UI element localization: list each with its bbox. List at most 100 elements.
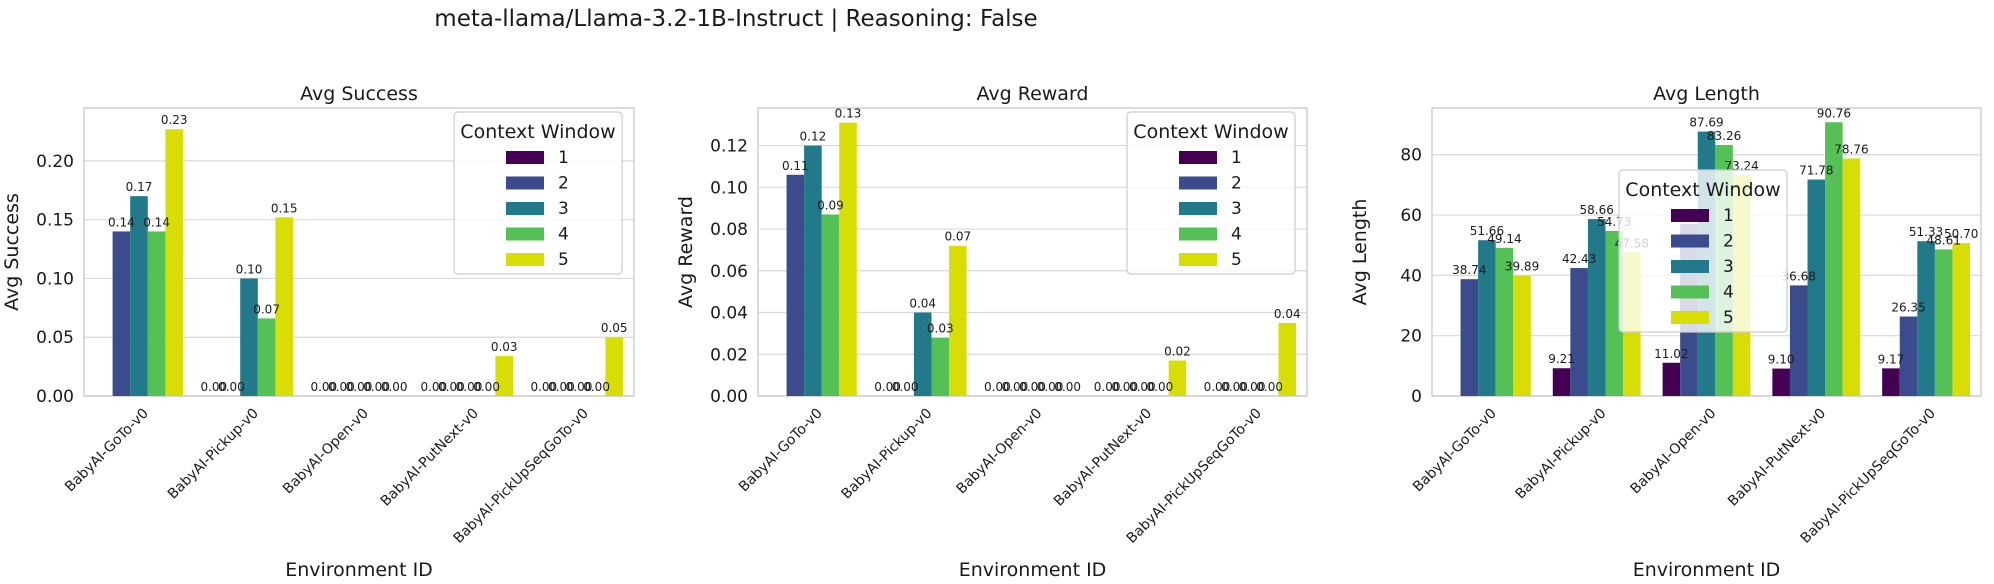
legend-label: 1	[1723, 206, 1734, 226]
data-label: 36.68	[1782, 269, 1816, 283]
bar-series-5-BabyAI-Pickup-v0	[275, 217, 293, 396]
y-tick-label: 0.00	[710, 387, 748, 407]
bar-series-5-BabyAI-PutNext-v0	[1842, 158, 1861, 396]
bar-series-2-BabyAI-GoTo-v0	[1460, 279, 1479, 396]
data-label: 0.10	[236, 262, 263, 276]
data-label: 0.00	[310, 380, 337, 394]
y-tick-label: 0	[1411, 387, 1422, 407]
bar-series-2-BabyAI-PutNext-v0	[1789, 285, 1808, 396]
bar-series-5-BabyAI-GoTo-v0	[165, 129, 183, 396]
data-label: 90.76	[1817, 106, 1851, 120]
bar-series-4-BabyAI-PickUpSeqGoTo-v0	[1934, 249, 1953, 396]
legend-label: 5	[1231, 250, 1242, 270]
bar-series-4-BabyAI-Pickup-v0	[257, 318, 276, 396]
data-label: 51.33	[1909, 225, 1943, 239]
x-tick-label: BabyAI-Open-v0	[280, 406, 372, 498]
data-label: 0.14	[108, 215, 135, 229]
legend-swatch	[1179, 253, 1217, 266]
data-label: 0.00	[874, 380, 901, 394]
y-tick-label: 0.06	[710, 262, 748, 282]
legend-label: 2	[1231, 174, 1242, 194]
data-label: 0.00	[1221, 380, 1248, 394]
legend-label: 2	[1723, 232, 1734, 252]
data-label: 0.13	[835, 107, 862, 121]
legend: Context Window 1 2 3 4 5	[1126, 111, 1296, 275]
x-tick-label: BabyAI-GoTo-v0	[1410, 406, 1500, 496]
data-label: 0.00	[456, 380, 483, 394]
legend-swatch	[1179, 151, 1217, 164]
legend-box	[453, 111, 623, 275]
x-tick-label: BabyAI-Pickup-v0	[1513, 406, 1610, 503]
y-axis-label: Avg Reward	[675, 196, 697, 308]
bar-series-5-BabyAI-GoTo-v0	[1513, 275, 1531, 396]
data-label: 0.00	[420, 380, 447, 394]
data-label: 71.78	[1799, 164, 1833, 178]
bar-series-4-BabyAI-GoTo-v0	[821, 214, 840, 396]
bar-series-4-BabyAI-PutNext-v0	[1825, 122, 1843, 397]
data-label: 0.00	[363, 380, 390, 394]
y-tick-label: 0.10	[36, 269, 74, 289]
bar-series-3-BabyAI-GoTo-v0	[804, 145, 822, 396]
data-label: 48.61	[1926, 233, 1960, 247]
data-label: 9.17	[1878, 352, 1905, 366]
legend-swatch	[506, 253, 544, 266]
y-tick-label: 0.02	[710, 345, 748, 365]
data-label: 0.07	[253, 302, 280, 316]
data-label: 50.70	[1944, 227, 1978, 241]
data-label: 9.10	[1768, 353, 1795, 367]
data-label: 0.00	[1204, 380, 1231, 394]
data-label: 0.00	[1129, 380, 1156, 394]
legend-label: 3	[1723, 257, 1734, 277]
data-label: 78.76	[1834, 142, 1868, 156]
data-label: 0.00	[346, 380, 373, 394]
legend-title: Context Window	[1625, 179, 1780, 201]
legend-swatch	[1179, 202, 1217, 215]
panel-title: Avg Length	[1653, 83, 1760, 105]
bar-series-3-BabyAI-PickUpSeqGoTo-v0	[1917, 241, 1935, 396]
legend-label: 1	[1231, 148, 1242, 168]
bar-series-1-BabyAI-Pickup-v0	[1552, 368, 1571, 396]
data-label: 0.00	[1147, 380, 1174, 394]
legend-label: 4	[558, 225, 569, 245]
y-tick-label: 0.00	[36, 387, 74, 407]
plot-frame	[83, 107, 635, 397]
data-label: 0.00	[1002, 380, 1029, 394]
bar-series-5-BabyAI-PickUpSeqGoTo-v0	[1278, 322, 1297, 396]
bar-series-4-BabyAI-Pickup-v0	[931, 337, 950, 396]
data-label: 0.03	[491, 340, 518, 354]
plot-frame	[757, 107, 1308, 397]
bar-series-3-BabyAI-GoTo-v0	[130, 196, 148, 396]
bar-series-5-BabyAI-Pickup-v0	[949, 245, 967, 396]
legend-label: 5	[558, 250, 569, 270]
x-tick-label: BabyAI-PutNext-v0	[1725, 406, 1829, 510]
bar-series-3-BabyAI-GoTo-v0	[1478, 240, 1496, 396]
legend-swatch	[1671, 209, 1709, 222]
bars	[112, 129, 623, 396]
bar-series-3-BabyAI-Pickup-v0	[240, 278, 258, 396]
y-tick-label: 0.15	[36, 211, 74, 231]
data-label: 0.00	[1094, 380, 1121, 394]
y-tick-label: 0.10	[710, 178, 748, 198]
panel-title: Avg Reward	[977, 83, 1089, 105]
data-label: 0.00	[200, 380, 227, 394]
legend-label: 5	[1723, 308, 1734, 328]
bar-series-3-BabyAI-Pickup-v0	[913, 312, 932, 396]
data-label: 11.02	[1654, 347, 1688, 361]
legend-label: 3	[1231, 199, 1242, 219]
bar-series-5-BabyAI-PutNext-v0	[495, 356, 513, 396]
legend-label: 4	[1231, 225, 1242, 245]
bar-series-2-BabyAI-Pickup-v0	[1570, 268, 1588, 396]
data-label: 51.66	[1470, 224, 1504, 238]
bar-series-3-BabyAI-PutNext-v0	[1807, 179, 1826, 396]
data-label: 0.00	[473, 380, 500, 394]
data-label: 83.26	[1707, 129, 1741, 143]
x-tick-label: BabyAI-Open-v0	[1628, 406, 1720, 498]
data-label: 0.17	[126, 180, 153, 194]
data-label: 0.00	[438, 380, 465, 394]
x-tick-label: BabyAI-Pickup-v0	[839, 406, 936, 503]
data-label: 0.12	[800, 130, 827, 144]
bar-series-4-BabyAI-GoTo-v0	[147, 231, 166, 396]
data-label: 0.00	[381, 380, 408, 394]
